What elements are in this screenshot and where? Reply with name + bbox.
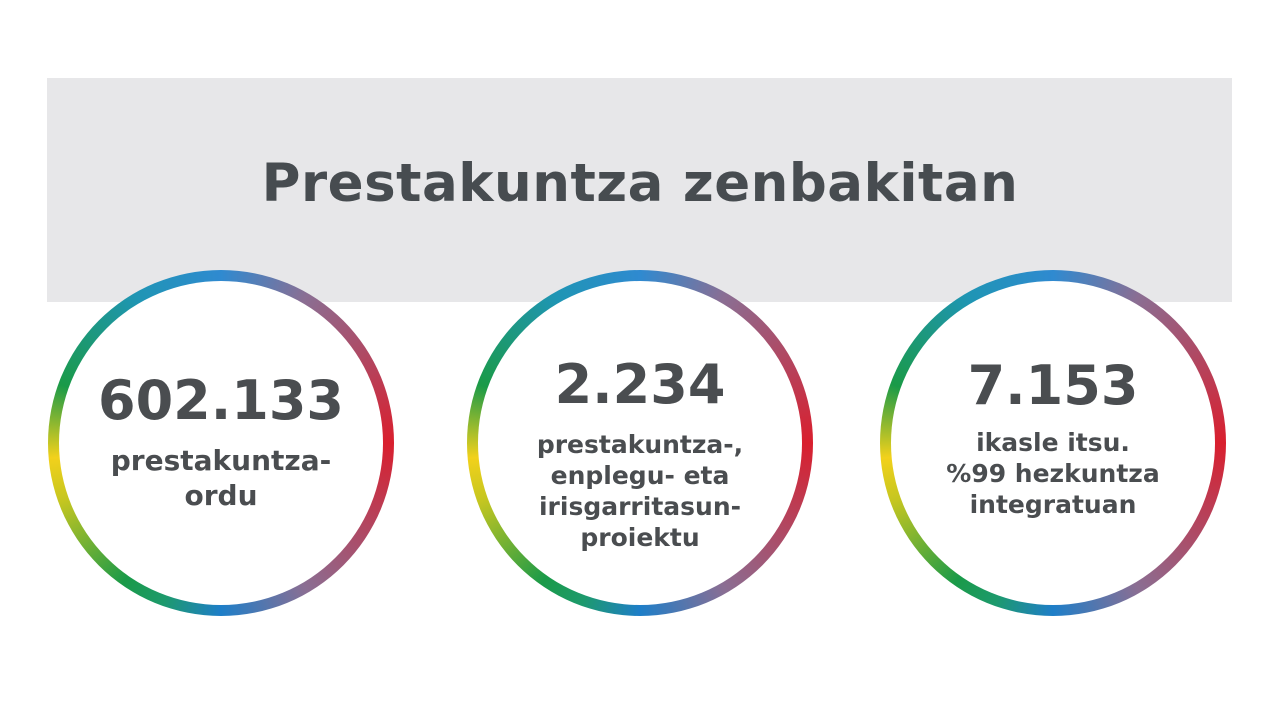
stat-circle-blind-students: 7.153 ikasle itsu. %99 hezkuntza integra… (880, 270, 1226, 616)
header-band (47, 78, 1232, 302)
stat-circle-inner: 602.133 prestakuntza- ordu (59, 281, 383, 605)
stat-label: ikasle itsu. %99 hezkuntza integratuan (946, 428, 1160, 519)
stat-circle-inner: 7.153 ikasle itsu. %99 hezkuntza integra… (891, 281, 1215, 605)
stat-number: 602.133 (98, 369, 344, 432)
stat-circle-projects: 2.234 prestakuntza-, enplegu- eta irisga… (467, 270, 813, 616)
stat-number: 2.234 (554, 353, 726, 416)
stat-label: prestakuntza-, enplegu- eta irisgarritas… (536, 430, 744, 552)
stat-label: prestakuntza- ordu (110, 444, 332, 512)
stat-circle-training-hours: 602.133 prestakuntza- ordu (48, 270, 394, 616)
stat-number: 7.153 (967, 354, 1139, 417)
stat-circle-inner: 2.234 prestakuntza-, enplegu- eta irisga… (478, 281, 802, 605)
page-title: Prestakuntza zenbakitan (261, 153, 1019, 214)
